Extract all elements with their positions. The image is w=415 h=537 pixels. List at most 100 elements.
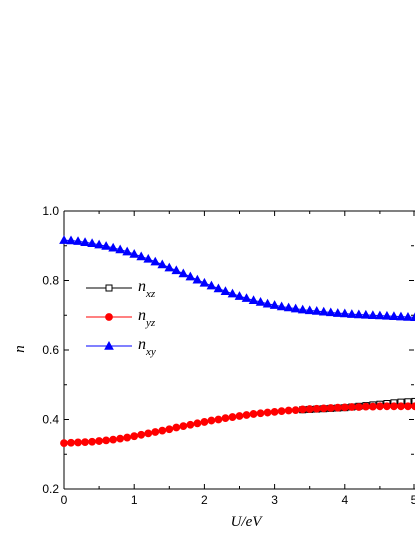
data-point-n_xy (101, 241, 111, 250)
y-axis-label: n (12, 345, 28, 353)
data-point-n_yz (207, 416, 216, 425)
data-point-n_yz (116, 434, 125, 443)
data-point-n_xy (73, 236, 83, 245)
data-point-n_xy (199, 277, 210, 287)
data-point-n_yz (179, 422, 188, 431)
data-point-n_yz (158, 426, 167, 435)
data-point-n_xy (234, 291, 245, 300)
data-point-n_xy (318, 306, 329, 316)
data-point-n_yz (277, 407, 286, 416)
data-point-n_yz (404, 402, 412, 411)
data-point-n_xy (136, 251, 147, 261)
data-point-n_xy (410, 312, 415, 322)
data-point-n_yz (298, 405, 307, 414)
data-point-n_xy (382, 310, 392, 320)
data-point-n_yz (109, 435, 118, 444)
data-point-n_yz (354, 403, 363, 411)
data-point-n_yz (340, 403, 349, 412)
data-point-n_xy (59, 235, 69, 244)
data-point-n_yz (333, 403, 342, 412)
data-point-n_yz (361, 402, 370, 411)
data-point-n_yz (193, 419, 202, 428)
data-point-n_yz (95, 437, 103, 445)
data-point-n_xy (311, 306, 322, 315)
data-point-n_xy (87, 238, 97, 248)
data-point-n_xy (108, 242, 118, 252)
x-tick-label: 2 (201, 493, 208, 507)
data-point-n_xy (262, 298, 273, 308)
data-point-n_xy (276, 301, 287, 311)
legend-marker-n_xz (105, 284, 113, 292)
legend-label-n_xz: nxz (138, 278, 156, 300)
data-point-n_xy (375, 310, 385, 320)
data-point-n_xy (157, 259, 168, 269)
data-point-n_xy (290, 303, 301, 313)
data-point-n_xy (66, 235, 76, 245)
data-point-n_yz (123, 433, 132, 442)
data-point-n_xy (220, 286, 231, 295)
data-point-n_xy (94, 239, 104, 249)
x-axis-label: U/eV (231, 514, 264, 530)
data-point-n_xy (122, 246, 133, 256)
data-point-n_yz (88, 437, 96, 446)
data-point-n_xy (297, 304, 308, 314)
y-tick-label: 0.6 (42, 343, 59, 357)
data-point-n_yz (102, 436, 111, 445)
data-point-n_yz (200, 418, 209, 426)
data-point-n_yz (214, 415, 223, 424)
data-point-n_xy (339, 308, 350, 318)
data-point-n_yz (249, 410, 258, 418)
data-point-n_yz (411, 402, 415, 411)
data-point-n_yz (228, 413, 237, 421)
series-layer (59, 235, 415, 448)
data-point-n_yz (137, 430, 146, 439)
data-point-n_xy (325, 307, 336, 317)
data-point-n_xy (241, 293, 252, 302)
data-point-n_xy (143, 253, 154, 263)
x-tick-label: 4 (341, 493, 348, 507)
data-point-n_yz (376, 402, 384, 411)
data-point-n_xy (248, 295, 259, 305)
data-point-n_xy (206, 280, 217, 290)
data-point-n_xy (403, 311, 413, 321)
data-point-n_yz (81, 438, 89, 446)
legend-marker-n_yz (105, 313, 113, 321)
data-point-n_xy (389, 311, 399, 320)
data-point-n_yz (347, 403, 356, 411)
x-tick-label: 0 (61, 493, 68, 507)
x-tick-label: 3 (271, 493, 278, 507)
y-tick-label: 1.0 (42, 204, 59, 218)
data-point-n_xy (185, 271, 196, 281)
data-point-n_xy (283, 302, 294, 312)
data-point-n_xy (213, 283, 224, 293)
data-point-n_yz (172, 423, 181, 432)
data-point-n_xy (80, 237, 90, 246)
data-point-n_xy (178, 268, 189, 278)
data-point-n_yz (284, 406, 293, 415)
data-point-n_yz (256, 409, 265, 418)
y-tick-label: 0.8 (42, 274, 59, 288)
legend-label-n_yz: nyz (138, 307, 156, 329)
data-point-n_yz (242, 411, 251, 419)
data-point-n_xy (227, 288, 238, 298)
data-point-n_yz (326, 404, 335, 412)
data-point-n_yz (319, 404, 328, 413)
data-point-n_yz (397, 402, 405, 411)
axes: 0 1 2 3 4 5 0.2 0.4 0.6 0.8 1.0 (42, 204, 415, 507)
data-point-n_yz (151, 428, 160, 436)
data-point-n_yz (74, 438, 82, 447)
legend: nxz nyz nxy (86, 278, 156, 358)
series-n_yz (60, 402, 415, 448)
data-point-n_xy (255, 297, 266, 306)
data-point-n_yz (291, 406, 300, 415)
data-point-n_xy (368, 310, 378, 319)
data-point-n_yz (67, 438, 75, 447)
data-point-n_xy (171, 265, 182, 275)
data-point-n_yz (186, 420, 195, 429)
legend-label-n_xy: nxy (138, 336, 156, 358)
data-point-n_xy (332, 308, 343, 317)
data-point-n_yz (144, 429, 153, 438)
data-point-n_xy (192, 274, 203, 284)
data-point-n_xz (411, 397, 415, 405)
